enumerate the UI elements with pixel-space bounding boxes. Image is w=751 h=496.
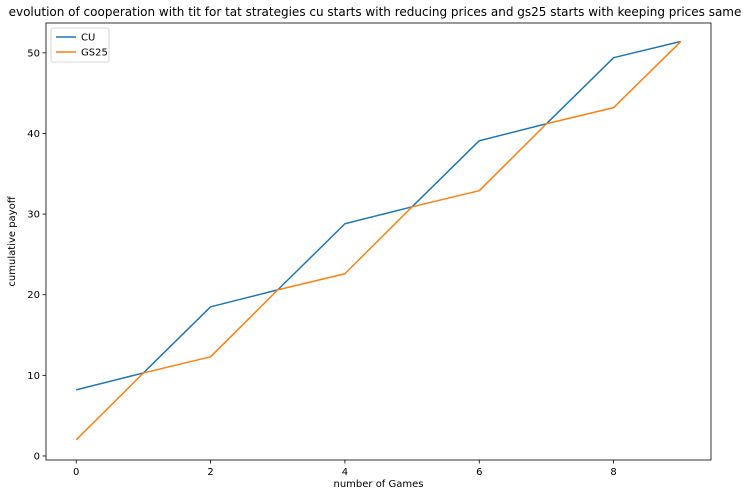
legend-label-gs25: GS25 xyxy=(81,48,108,59)
x-tick-label: 8 xyxy=(610,467,616,478)
y-tick-label: 20 xyxy=(27,290,40,301)
x-tick-label: 0 xyxy=(73,467,79,478)
series-line-gs25 xyxy=(75,41,682,441)
y-tick-label: 10 xyxy=(27,371,40,382)
x-tick-label: 6 xyxy=(476,467,482,478)
chart-title: evolution of cooperation with tit for ta… xyxy=(9,5,742,19)
y-tick-label: 50 xyxy=(27,48,40,59)
y-axis-label: cumulative payoff xyxy=(7,195,18,286)
y-tick-label: 40 xyxy=(27,129,40,140)
x-tick-label: 2 xyxy=(207,467,213,478)
x-axis: 0 2 4 6 8 xyxy=(73,460,617,478)
y-tick-label: 0 xyxy=(34,451,40,462)
x-axis-label: number of Games xyxy=(333,479,423,490)
y-axis: 0 10 20 30 40 50 xyxy=(27,48,46,462)
y-tick-label: 30 xyxy=(27,210,40,221)
legend: CU GS25 xyxy=(50,27,110,63)
x-tick-label: 4 xyxy=(342,467,348,478)
series-lines xyxy=(75,40,682,441)
plot-area xyxy=(45,22,712,461)
legend-label-cu: CU xyxy=(81,33,95,44)
series-line-cu xyxy=(76,40,681,391)
